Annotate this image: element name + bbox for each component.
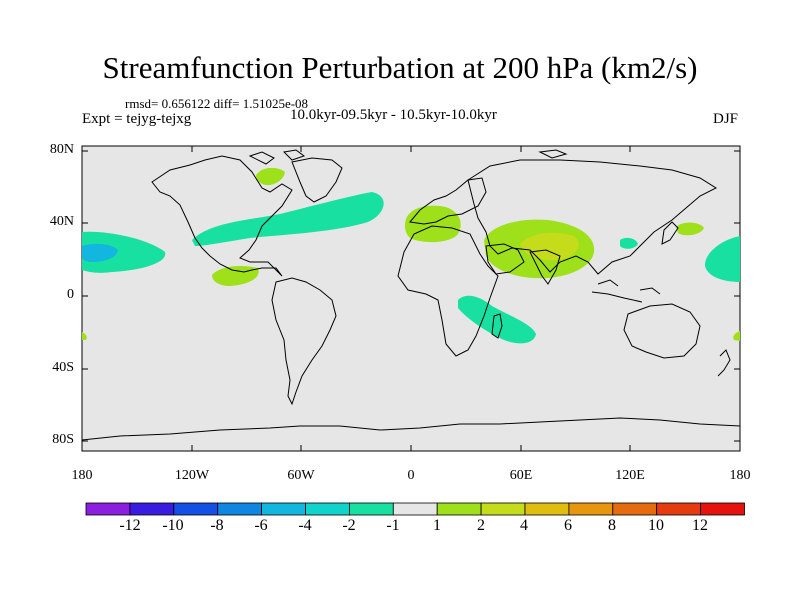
period-text: 10.0kyr-09.5kyr - 10.5kyr-10.0kyr [290, 107, 497, 123]
coast-arabia [485, 243, 525, 275]
colorbar-label: 4 [520, 517, 528, 534]
colorbar-swatch [656, 502, 702, 516]
anomaly-region [82, 332, 87, 340]
coast-new-zealand [717, 349, 731, 377]
colorbar-swatch [568, 502, 614, 516]
coast-antarctica [81, 417, 741, 441]
colorbar-swatch [129, 502, 175, 516]
map-background [81, 145, 741, 452]
colorbar-swatch [305, 502, 350, 516]
anomaly-region [256, 167, 285, 186]
colorbar [85, 502, 745, 516]
colorbar-label: -4 [298, 517, 312, 534]
colorbar-swatch [85, 502, 131, 516]
coast-africa [397, 225, 499, 357]
colorbar-swatch [261, 502, 306, 516]
colorbar-label: -2 [342, 517, 356, 534]
anomaly-region [676, 222, 704, 236]
anomaly-region [82, 243, 118, 262]
anomaly-region [82, 231, 166, 273]
coast-japan [661, 221, 679, 245]
colorbar-swatch [700, 502, 745, 516]
colorbar-swatch [612, 502, 658, 516]
lat-label-40s: 40S [52, 360, 74, 375]
colorbar-label: 8 [608, 517, 616, 534]
lat-label-80n: 80N [49, 142, 74, 157]
colorbar-swatch [392, 502, 438, 516]
lon-label-180w: 180 [71, 468, 93, 483]
coast-eurasia [467, 159, 718, 275]
lon-label-120e: 120E [615, 468, 645, 483]
anomaly-region [458, 295, 536, 344]
season-label: DJF [713, 111, 739, 127]
lon-label-60w: 60W [287, 468, 315, 483]
colorbar-swatch [524, 502, 570, 516]
colorbar-swatch [436, 502, 482, 516]
colorbar-label: -8 [210, 517, 224, 534]
colorbar-label: -1 [386, 517, 400, 534]
coast-madagascar [491, 313, 503, 339]
rmsd-diff-text: rmsd= 0.656122 diff= 1.51025e-08 [125, 96, 309, 111]
coast-north-america [151, 155, 293, 277]
colorbar-label: 12 [692, 517, 708, 534]
anomaly-region [733, 331, 740, 341]
colorbar-label: 1 [433, 517, 441, 534]
colorbar-label: 2 [477, 517, 485, 534]
axis-ticks [82, 146, 740, 451]
colorbar-swatch [348, 502, 394, 516]
colorbar-label: -6 [254, 517, 268, 534]
colorbar-label: -12 [119, 517, 141, 534]
lat-label-0: 0 [67, 287, 74, 302]
coast-europe [409, 177, 487, 225]
lat-label-80s: 80S [52, 432, 74, 447]
colorbar-swatch [480, 502, 526, 516]
map-title: Streamfunction Perturbation at 200 hPa (… [102, 50, 698, 85]
coast-greenland [291, 157, 343, 203]
coast-australia [623, 303, 701, 359]
anomaly-region [520, 232, 579, 261]
anomaly-region [192, 192, 384, 246]
coast-arctic-islands [248, 149, 568, 165]
anomaly-region [620, 237, 638, 249]
experiment-label: Expt = tejyg-tejxg [82, 111, 192, 127]
anomaly-contours [82, 167, 740, 344]
lon-label-0: 0 [407, 468, 415, 483]
coast-indonesia [591, 279, 661, 303]
coast-south-america [271, 277, 337, 406]
colorbar-label: -10 [162, 517, 184, 534]
lat-label-40n: 40N [49, 214, 74, 229]
coast-india [529, 249, 561, 285]
anomaly-region [704, 236, 740, 282]
colorbar-swatch [173, 502, 219, 516]
colorbar-swatch [217, 502, 262, 516]
lon-label-180e: 180 [729, 468, 751, 483]
colorbar-label: 10 [648, 517, 664, 534]
anomaly-region [405, 205, 461, 243]
colorbar-label: 6 [564, 517, 572, 534]
lon-label-60e: 60E [509, 468, 533, 483]
coastlines [81, 149, 741, 441]
lon-label-120w: 120W [174, 468, 210, 483]
